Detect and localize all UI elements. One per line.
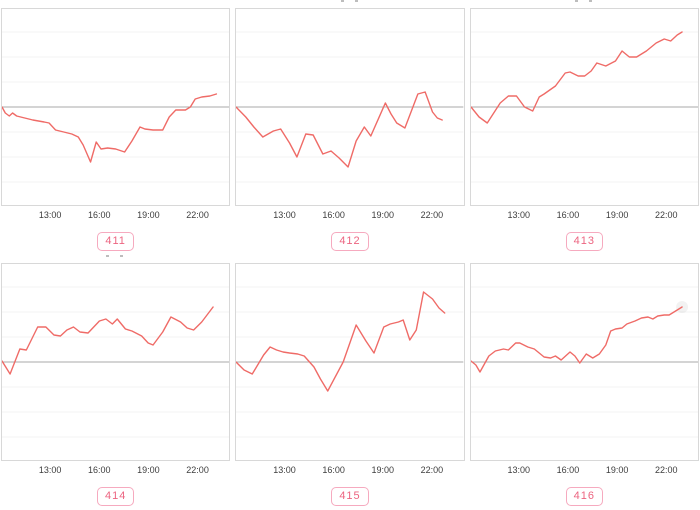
- chart-id-badge-414[interactable]: 414: [96, 486, 135, 506]
- chart-plot-416: [469, 263, 699, 461]
- x-tick-label: 22:00: [420, 465, 444, 475]
- badge-row: 414: [1, 482, 230, 510]
- badge-row: 415: [235, 482, 464, 510]
- x-tick-label: 16:00: [322, 210, 345, 220]
- chart-id-badge-416[interactable]: 416: [565, 486, 603, 506]
- x-axis-412: 13:00 16:00 19:00 22:00: [235, 206, 464, 227]
- x-tick-label: 13:00: [507, 465, 531, 475]
- x-tick-label: 19:00: [137, 210, 160, 220]
- x-axis-413: 13:00 16:00 19:00 22:00: [470, 206, 699, 227]
- x-tick-label: 19:00: [371, 210, 395, 220]
- x-tick-label: 19:00: [371, 465, 395, 475]
- x-tick-label: 13:00: [507, 210, 531, 220]
- x-tick-label: 13:00: [38, 210, 62, 220]
- x-tick-label: 19:00: [605, 210, 629, 220]
- x-axis-416: 13:00 16:00 19:00 22:00: [470, 461, 699, 482]
- badge-row: 416: [470, 482, 699, 510]
- x-axis-411: 13:00 16:00 19:00 22:00: [1, 206, 230, 227]
- clipped-title-fragment: [1, 0, 230, 8]
- x-tick-label: 22:00: [420, 210, 444, 220]
- x-tick-label: 19:00: [605, 465, 629, 475]
- x-axis-415: 13:00 16:00 19:00 22:00: [235, 461, 464, 482]
- x-tick-label: 16:00: [88, 465, 111, 475]
- clipped-title-fragment: [470, 255, 699, 263]
- chart-card-416: 13:00 16:00 19:00 22:00 416: [469, 255, 699, 510]
- x-axis-414: 13:00 16:00 19:00 22:00: [1, 461, 230, 482]
- clipped-title-fragment: [235, 0, 464, 8]
- x-tick-label: 16:00: [322, 465, 345, 475]
- line-chart-415: [236, 286, 464, 438]
- line-chart-414: [2, 286, 230, 438]
- line-chart-412: [236, 31, 464, 183]
- line-chart-416: [470, 286, 698, 438]
- x-tick-label: 22:00: [186, 465, 209, 475]
- line-chart-413: [470, 31, 698, 183]
- x-tick-label: 13:00: [38, 465, 62, 475]
- chart-card-412: 13:00 16:00 19:00 22:00 412: [235, 0, 465, 255]
- chart-id-badge-412[interactable]: 412: [331, 231, 369, 251]
- chart-card-415: 13:00 16:00 19:00 22:00 415: [235, 255, 465, 510]
- x-tick-label: 22:00: [186, 210, 209, 220]
- x-tick-label: 22:00: [654, 465, 678, 475]
- chart-card-411: 13:00 16:00 19:00 22:00 411: [1, 0, 231, 255]
- x-tick-label: 16:00: [88, 210, 111, 220]
- x-tick-label: 16:00: [556, 210, 580, 220]
- line-chart-411: [2, 31, 230, 183]
- chart-id-badge-413[interactable]: 413: [565, 231, 603, 251]
- clipped-title-fragment: [235, 255, 464, 263]
- x-tick-label: 19:00: [137, 465, 160, 475]
- badge-row: 411: [1, 227, 230, 255]
- chart-plot-413: [469, 8, 699, 206]
- clipped-title-fragment: [1, 255, 230, 263]
- chart-card-413: 13:00 16:00 19:00 22:00 413: [469, 0, 699, 255]
- x-tick-label: 22:00: [654, 210, 678, 220]
- x-tick-label: 13:00: [273, 210, 296, 220]
- chart-plot-415: [235, 263, 465, 461]
- chart-card-414: 13:00 16:00 19:00 22:00 414: [1, 255, 231, 510]
- badge-row: 412: [235, 227, 464, 255]
- chart-plot-414: [1, 263, 231, 461]
- badge-row: 413: [470, 227, 699, 255]
- chart-id-badge-411[interactable]: 411: [97, 231, 134, 251]
- clipped-title-fragment: [470, 0, 699, 8]
- chart-id-badge-415[interactable]: 415: [331, 486, 369, 506]
- x-tick-label: 13:00: [273, 465, 296, 475]
- chart-plot-411: [1, 8, 231, 206]
- x-tick-label: 16:00: [556, 465, 580, 475]
- chart-plot-412: [235, 8, 465, 206]
